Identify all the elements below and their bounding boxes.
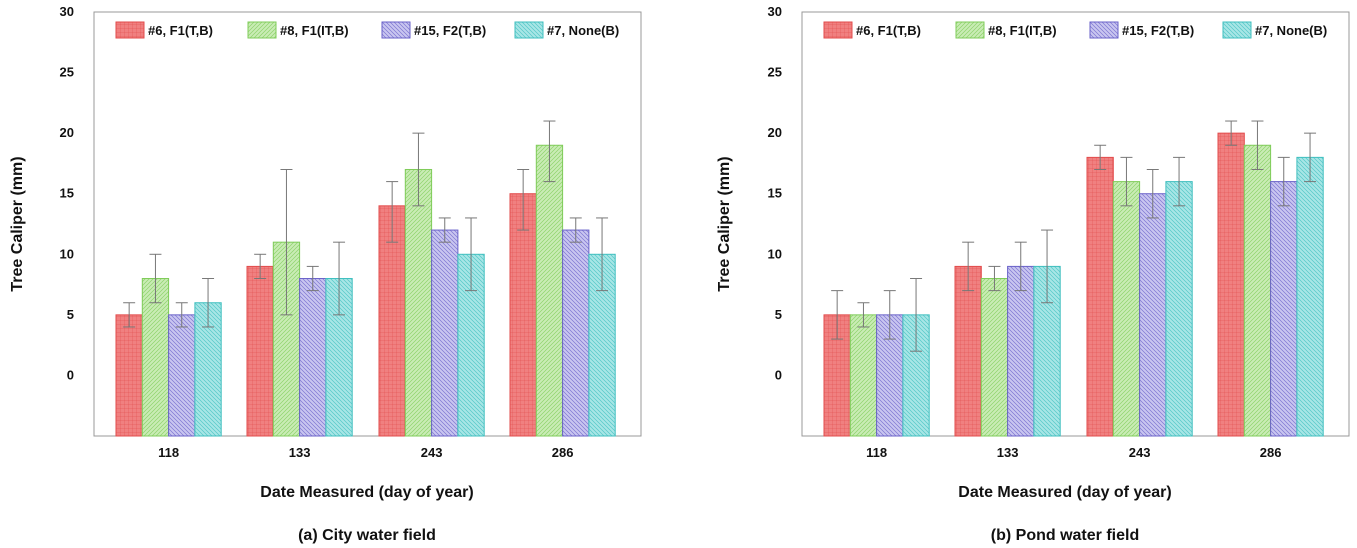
bar <box>509 193 537 437</box>
y-tick-label: 0 <box>67 367 74 382</box>
x-tick-label: 118 <box>866 445 887 460</box>
bar <box>562 229 590 437</box>
bar <box>535 144 564 437</box>
y-tick-label: 15 <box>60 186 74 201</box>
bars <box>115 144 616 437</box>
x-tick-label: 118 <box>158 445 179 460</box>
plot-frame <box>93 11 642 437</box>
x-tick-label: 243 <box>421 445 443 460</box>
legend: #6, F1(T,B) #8, F1(IT,B) #15, F2(T,B) #7, N… <box>115 21 619 39</box>
y-tick-label: 0 <box>775 367 782 382</box>
x-axis-ticks: 118 133 243 286 <box>158 445 573 460</box>
bar <box>431 229 459 437</box>
bar <box>194 302 222 437</box>
legend-swatch <box>823 21 853 39</box>
legend-label: #7, None(B) <box>1255 23 1327 38</box>
y-tick-label: 25 <box>768 65 782 80</box>
panel-caption: (b) Pond water field <box>991 527 1139 544</box>
legend-swatch <box>115 21 145 39</box>
bar <box>1270 181 1298 437</box>
y-axis-label: Tree Caliper (mm) <box>9 156 26 291</box>
x-axis-label: Date Measured (day of year) <box>260 484 473 501</box>
bar <box>1217 132 1245 437</box>
bars <box>823 132 1324 437</box>
x-axis-label: Date Measured (day of year) <box>958 484 1171 501</box>
y-axis-label: Tree Caliper (mm) <box>716 156 733 291</box>
y-axis-ticks: 0 5 10 15 20 25 30 <box>768 4 782 382</box>
x-tick-label: 133 <box>997 445 1019 460</box>
y-tick-label: 15 <box>768 186 782 201</box>
x-tick-label: 243 <box>1129 445 1151 460</box>
plot-frame <box>801 11 1350 437</box>
legend-swatch <box>247 21 277 39</box>
bar <box>849 314 878 437</box>
bar <box>1165 181 1193 437</box>
legend-swatch <box>1222 21 1252 39</box>
bar <box>299 278 327 437</box>
legend-label: #15, F2(T,B) <box>1122 23 1194 38</box>
bar <box>1086 156 1114 437</box>
bar <box>1007 265 1035 437</box>
bar <box>980 278 1009 437</box>
y-tick-label: 25 <box>60 65 74 80</box>
legend-label: #6, F1(T,B) <box>856 23 921 38</box>
legend-label: #7, None(B) <box>547 23 619 38</box>
legend-swatch <box>955 21 985 39</box>
bar <box>404 168 433 437</box>
y-tick-label: 30 <box>60 4 74 19</box>
legend-label: #8, F1(IT,B) <box>988 23 1057 38</box>
bar <box>1296 156 1324 437</box>
panel-caption: (a) City water field <box>298 527 436 544</box>
y-axis-ticks: 0 5 10 15 20 25 30 <box>60 4 74 382</box>
legend-swatch <box>1089 21 1119 39</box>
x-tick-label: 286 <box>552 445 574 460</box>
y-tick-label: 10 <box>768 246 782 261</box>
legend-swatch <box>381 21 411 39</box>
legend-label: #15, F2(T,B) <box>414 23 486 38</box>
bar <box>168 314 196 437</box>
bar <box>1243 144 1272 437</box>
x-tick-label: 133 <box>289 445 311 460</box>
bar <box>246 265 274 437</box>
error-bars <box>831 120 1317 352</box>
y-tick-label: 20 <box>60 125 74 140</box>
y-tick-label: 10 <box>60 246 74 261</box>
legend-swatch <box>514 21 544 39</box>
x-axis-ticks: 118 133 243 286 <box>866 445 1281 460</box>
y-tick-label: 30 <box>768 4 782 19</box>
y-tick-label: 5 <box>67 307 74 322</box>
y-tick-label: 5 <box>775 307 782 322</box>
y-tick-label: 20 <box>768 125 782 140</box>
legend-label: #8, F1(IT,B) <box>280 23 349 38</box>
panel-city-water: 0 5 10 15 20 25 30 118 133 243 286 #6, F1(T,B) #8,… <box>9 4 642 544</box>
legend: #6, F1(T,B) #8, F1(IT,B) #15, F2(T,B) #7, N… <box>823 21 1327 39</box>
error-bars <box>123 120 609 328</box>
panel-pond-water: 0 5 10 15 20 25 30 118 133 243 286 #6, F1(T,B) #8,… <box>716 4 1350 544</box>
bar <box>1139 193 1167 437</box>
legend-label: #6, F1(T,B) <box>148 23 213 38</box>
bar <box>1112 181 1141 437</box>
bar <box>954 265 982 437</box>
x-tick-label: 286 <box>1260 445 1282 460</box>
bar <box>115 314 143 437</box>
